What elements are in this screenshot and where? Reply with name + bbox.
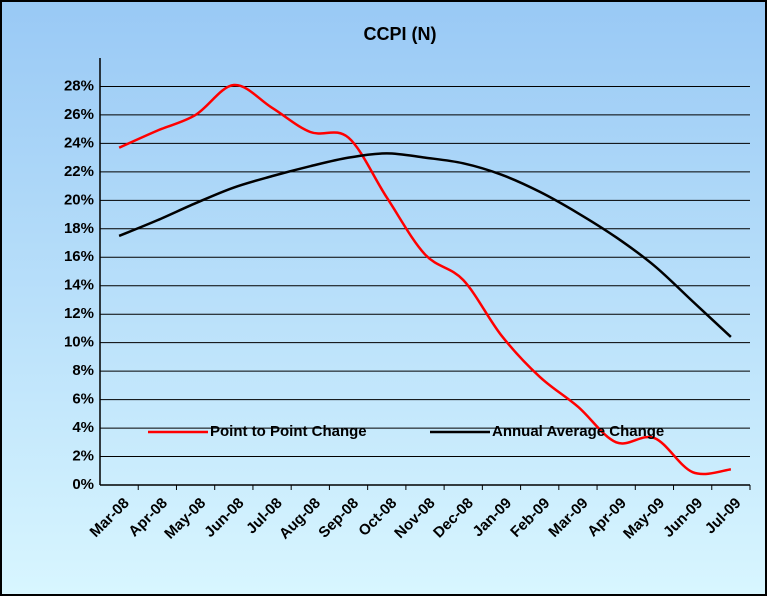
y-tick-label: 14%: [64, 277, 94, 294]
y-tick-label: 8%: [72, 362, 94, 379]
chart-title: CCPI (N): [364, 24, 437, 44]
legend-label: Annual Average Change: [492, 423, 664, 440]
y-tick-label: 4%: [72, 419, 94, 436]
y-tick-label: 0%: [72, 476, 94, 493]
y-tick-label: 28%: [64, 77, 94, 94]
y-tick-label: 12%: [64, 305, 94, 322]
y-tick-label: 24%: [64, 134, 94, 151]
series-line: [118, 152, 732, 338]
y-tick-label: 20%: [64, 191, 94, 208]
y-tick-label: 10%: [64, 334, 94, 351]
y-tick-label: 2%: [72, 448, 94, 465]
y-tick-label: 18%: [64, 220, 94, 237]
y-tick-label: 22%: [64, 163, 94, 180]
series-line: [118, 83, 732, 476]
y-tick-label: 6%: [72, 391, 94, 408]
y-tick-label: 26%: [64, 106, 94, 123]
y-tick-label: 16%: [64, 248, 94, 265]
legend-label: Point to Point Change: [210, 423, 367, 440]
